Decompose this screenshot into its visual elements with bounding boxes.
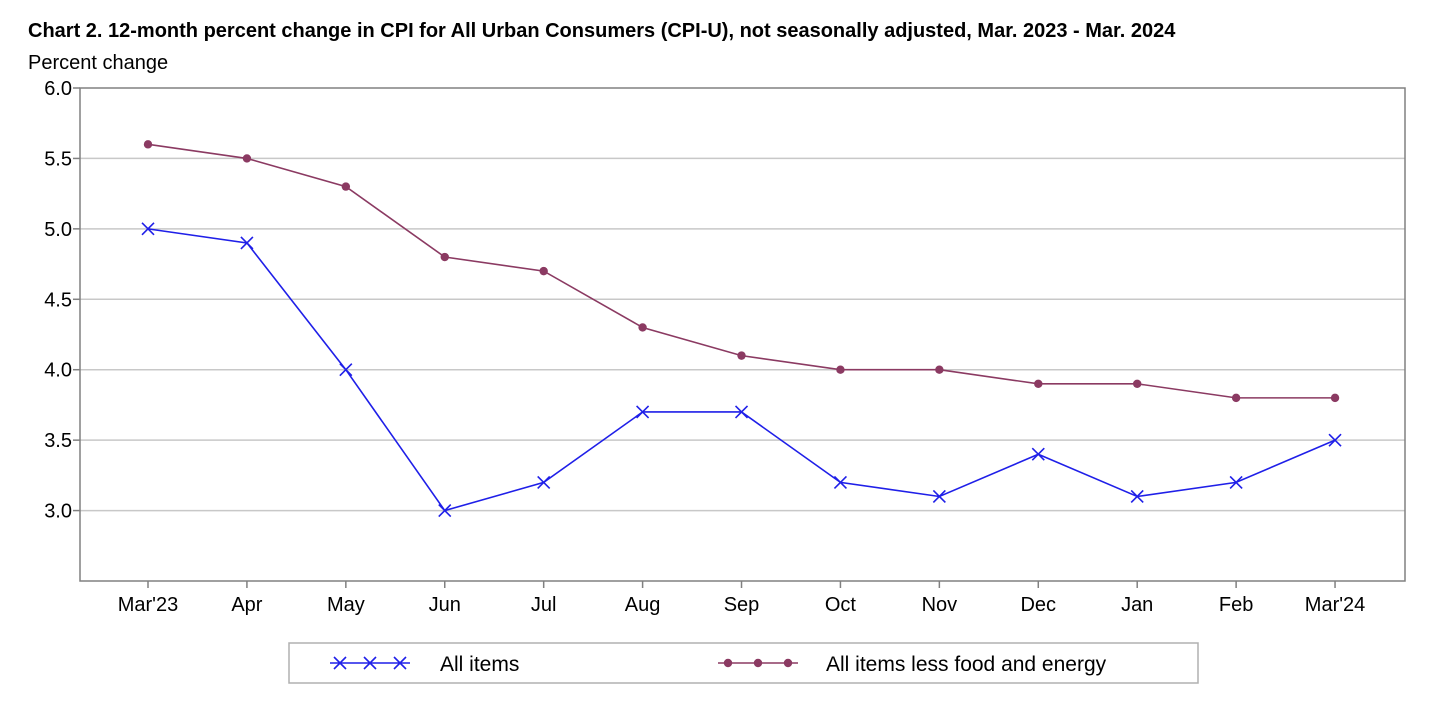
series-layer [141, 140, 1342, 518]
data-point-all-items [240, 236, 254, 250]
data-point-core [836, 365, 845, 374]
plot-frame [79, 87, 1406, 582]
data-point-all-items [1031, 447, 1045, 461]
legend-label: All items less food and energy [826, 653, 1107, 676]
data-point-all-items [1328, 433, 1342, 447]
legend-item: All items [330, 653, 519, 676]
y-tick-label: 6.0 [44, 78, 72, 100]
x-tick-label: Dec [1020, 594, 1056, 616]
data-point-all-items [833, 475, 848, 489]
legend-frame [288, 642, 1199, 684]
legend-marker [723, 658, 733, 668]
y-axis-label: Percent change [28, 52, 169, 74]
x-tick-label: Aug [625, 594, 661, 616]
legend-item: All items less food and energy [718, 653, 1107, 676]
series-core [143, 140, 1340, 403]
data-point-all-items [636, 405, 650, 419]
data-point-core [638, 323, 647, 332]
y-tick-label: 5.5 [44, 148, 72, 170]
legend-marker [753, 658, 763, 668]
data-point-core [440, 252, 449, 262]
data-point-all-items [141, 222, 155, 236]
legend-marker [363, 656, 377, 670]
y-tick-labels: 3.0 3.5 4.0 4.5 5.0 5.5 6.0 [44, 78, 80, 523]
data-point-core [341, 182, 351, 191]
series-line-core [147, 143, 1336, 399]
x-tick-label: Jan [1121, 594, 1153, 616]
y-tick-label: 4.0 [44, 360, 72, 382]
data-point-all-items [734, 405, 749, 419]
gridlines [80, 157, 1405, 512]
y-tick-label: 5.0 [44, 219, 72, 241]
x-tick-label: Feb [1219, 594, 1253, 616]
x-tick-label: Jun [429, 594, 461, 616]
data-point-core [1133, 379, 1142, 388]
data-point-core [242, 154, 252, 163]
data-point-all-items [438, 504, 452, 518]
series-all-items [141, 222, 1342, 518]
x-tick-label: May [327, 594, 365, 616]
x-tick-label: Mar'23 [118, 594, 179, 616]
data-point-core [737, 351, 746, 360]
data-point-core [1034, 379, 1043, 388]
x-tick-label: Apr [231, 594, 262, 616]
y-tick-label: 3.0 [44, 501, 72, 523]
x-tick-label: Mar'24 [1305, 594, 1366, 616]
legend-label: All items [440, 653, 519, 676]
x-tick-label: Nov [922, 594, 958, 616]
legend-marker [393, 656, 407, 670]
data-point-all-items [1130, 489, 1144, 504]
chart-title: Chart 2. 12-month percent change in CPI … [28, 20, 1176, 42]
legend-marker [333, 656, 347, 670]
data-point-core [1231, 393, 1241, 403]
data-point-all-items [932, 489, 946, 504]
data-point-all-items [1229, 475, 1243, 489]
data-point-core [539, 266, 548, 276]
data-point-core [143, 140, 153, 149]
legend-marker [783, 658, 793, 668]
x-tick-label: Oct [825, 594, 857, 616]
data-point-all-items [537, 475, 551, 489]
x-tick-label: Sep [724, 594, 760, 616]
y-tick-label: 4.5 [44, 289, 72, 311]
data-point-core [935, 365, 944, 374]
legend: All items All items less food and energy [288, 642, 1199, 684]
data-point-all-items [339, 363, 353, 377]
x-tick-labels: Mar'23 Apr May Jun Jul Aug Sep Oct Nov Dec Jan Feb M… [118, 581, 1366, 616]
x-tick-label: Jul [531, 594, 557, 616]
data-point-core [1330, 393, 1340, 403]
y-tick-label: 3.5 [44, 430, 72, 452]
